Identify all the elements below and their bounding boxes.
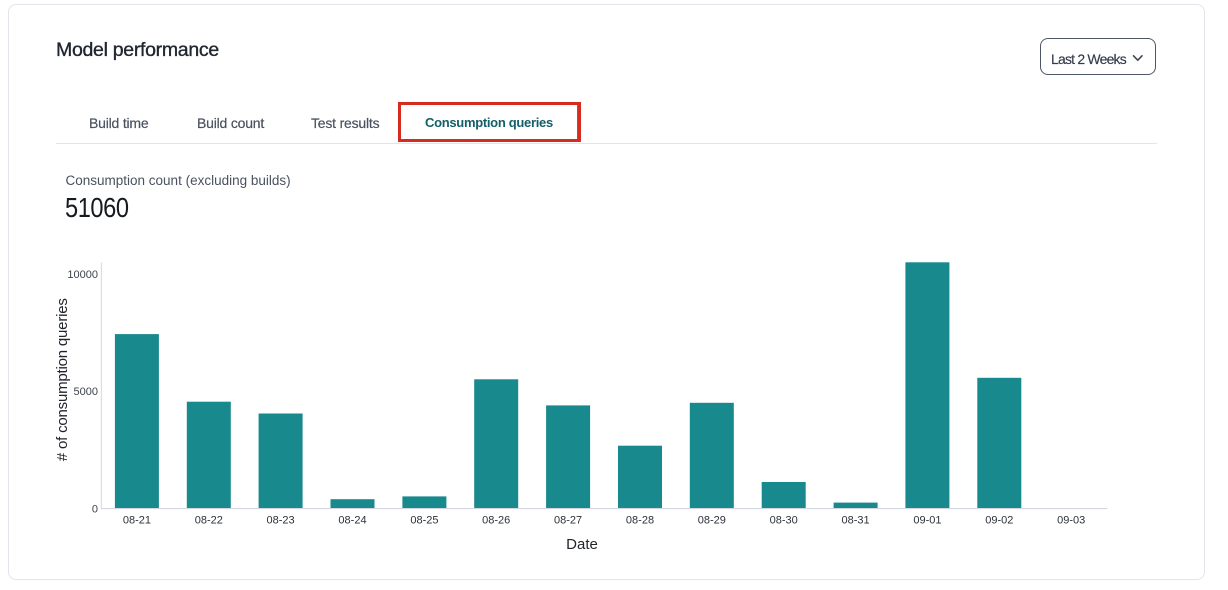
svg-text:08-28: 08-28 bbox=[626, 515, 654, 527]
svg-text:08-24: 08-24 bbox=[338, 515, 366, 527]
svg-text:08-25: 08-25 bbox=[410, 515, 438, 527]
svg-text:Date: Date bbox=[566, 536, 598, 553]
svg-text:08-23: 08-23 bbox=[267, 515, 295, 527]
svg-text:08-27: 08-27 bbox=[554, 515, 582, 527]
svg-text:08-31: 08-31 bbox=[842, 515, 870, 527]
svg-text:5000: 5000 bbox=[74, 386, 98, 398]
svg-text:10000: 10000 bbox=[67, 269, 98, 281]
svg-text:08-26: 08-26 bbox=[482, 515, 510, 527]
svg-text:0: 0 bbox=[92, 504, 98, 516]
svg-text:08-21: 08-21 bbox=[123, 515, 151, 527]
svg-text:# of consumption queries: # of consumption queries bbox=[54, 298, 71, 461]
svg-text:08-22: 08-22 bbox=[195, 515, 223, 527]
svg-text:09-02: 09-02 bbox=[985, 515, 1013, 527]
svg-text:09-01: 09-01 bbox=[913, 515, 941, 527]
svg-text:09-03: 09-03 bbox=[1057, 515, 1085, 527]
svg-text:08-29: 08-29 bbox=[698, 515, 726, 527]
svg-text:08-30: 08-30 bbox=[770, 515, 798, 527]
